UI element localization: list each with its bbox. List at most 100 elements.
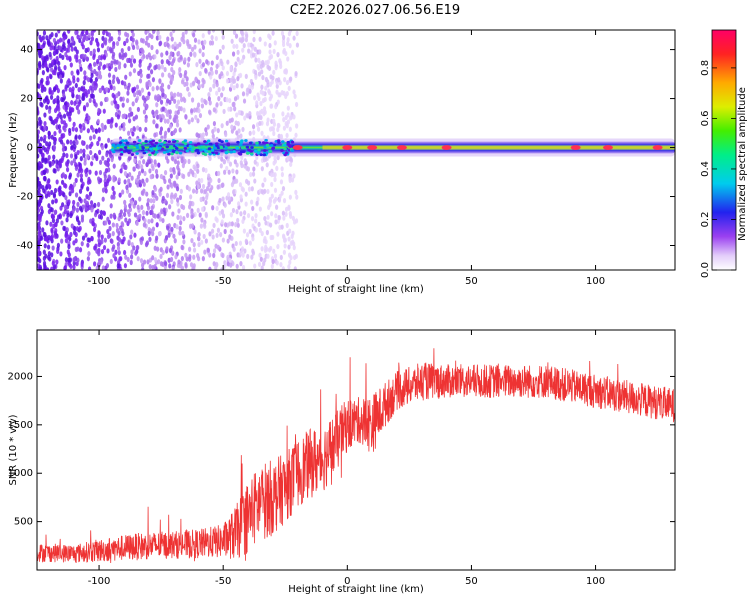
noise-cell <box>230 124 234 130</box>
noise-cell <box>167 84 171 90</box>
noise-cell <box>285 123 289 129</box>
noise-cell <box>145 161 149 168</box>
noise-cell <box>51 245 55 251</box>
noise-cell <box>38 264 42 270</box>
noise-cell <box>260 166 264 172</box>
noise-cell <box>134 114 139 120</box>
noise-cell <box>131 101 135 107</box>
noise-cell <box>172 194 177 200</box>
noise-cell <box>176 160 180 166</box>
noise-cell <box>37 188 41 194</box>
noise-cell <box>98 87 103 94</box>
noise-cell <box>62 104 66 110</box>
band-cell <box>175 143 179 147</box>
noise-cell <box>148 62 152 68</box>
band-cell <box>290 140 295 144</box>
noise-cell <box>85 102 89 108</box>
noise-cell <box>93 261 97 267</box>
band-cell <box>185 149 190 153</box>
noise-cell <box>179 92 183 98</box>
noise-cell <box>54 198 58 204</box>
noise-cell <box>271 259 275 265</box>
noise-cell <box>258 49 262 55</box>
noise-cell <box>60 119 64 125</box>
noise-cell <box>108 66 112 72</box>
noise-cell <box>280 190 284 196</box>
noise-cell <box>97 136 101 142</box>
noise-cell <box>52 191 56 198</box>
noise-cell <box>238 240 243 246</box>
noise-cell <box>249 42 253 48</box>
band-cell <box>282 143 287 147</box>
noise-cell <box>91 220 95 227</box>
noise-cell <box>106 248 110 254</box>
noise-cell <box>84 232 88 238</box>
noise-cell <box>179 220 183 226</box>
noise-cell <box>262 106 267 112</box>
noise-cell <box>231 179 236 185</box>
noise-cell <box>146 30 150 34</box>
noise-cell <box>134 97 138 104</box>
noise-cell <box>167 232 171 238</box>
noise-cell <box>101 187 106 193</box>
noise-cell <box>169 51 173 57</box>
colorbar-axis: 0.0 0.2 0.4 0.6 0.8 <box>700 60 736 278</box>
noise-cell <box>81 86 85 93</box>
noise-cell <box>200 217 204 223</box>
noise-cell <box>197 39 201 45</box>
noise-cell <box>248 130 252 136</box>
band-cell <box>172 140 176 144</box>
noise-cell <box>275 89 279 95</box>
noise-cell <box>293 266 297 270</box>
noise-cell <box>100 122 104 128</box>
noise-cell <box>148 159 152 165</box>
noise-cell <box>75 105 79 111</box>
noise-cell <box>280 171 284 178</box>
noise-cell <box>40 209 44 215</box>
noise-cell <box>60 238 64 244</box>
noise-cell <box>72 121 76 127</box>
noise-cell <box>190 97 195 103</box>
noise-cell <box>206 186 210 192</box>
noise-cell <box>214 69 219 75</box>
noise-cell <box>76 70 80 76</box>
noise-cell <box>57 124 62 130</box>
noise-cell <box>268 96 272 102</box>
noise-cell <box>90 93 94 99</box>
snr-panel: -100 -50 0 50 100 500 1000 1500 2000 Height of … <box>8 329 676 595</box>
noise-cell <box>160 209 164 215</box>
noise-cell <box>288 177 292 184</box>
noise-cell <box>274 65 278 71</box>
noise-cell <box>47 192 51 198</box>
noise-cell <box>37 42 41 49</box>
noise-cell <box>99 101 103 107</box>
noise-cell <box>118 155 122 161</box>
noise-cell <box>104 220 108 226</box>
noise-cell <box>125 97 130 104</box>
noise-cell <box>128 192 132 198</box>
noise-cell <box>180 265 185 270</box>
noise-cell <box>289 30 293 33</box>
noise-cell <box>170 66 174 73</box>
noise-cell <box>115 92 119 99</box>
band-cell <box>155 150 159 154</box>
band-cell <box>165 145 170 149</box>
noise-cell <box>40 55 45 61</box>
noise-cell <box>112 244 116 250</box>
noise-cell <box>223 169 227 175</box>
band-cell <box>124 149 129 152</box>
noise-cell <box>45 75 50 82</box>
noise-cell <box>126 32 130 38</box>
noise-cell <box>234 61 238 67</box>
noise-cell <box>70 160 74 166</box>
noise-cell <box>107 174 111 180</box>
noise-cell <box>279 63 283 70</box>
noise-cell <box>128 118 132 124</box>
noise-cell <box>257 221 261 227</box>
noise-cell <box>240 246 245 252</box>
noise-cell <box>192 51 197 57</box>
noise-cell <box>207 96 211 102</box>
noise-cell <box>248 110 252 117</box>
noise-cell <box>47 154 51 161</box>
noise-cell <box>76 201 80 207</box>
